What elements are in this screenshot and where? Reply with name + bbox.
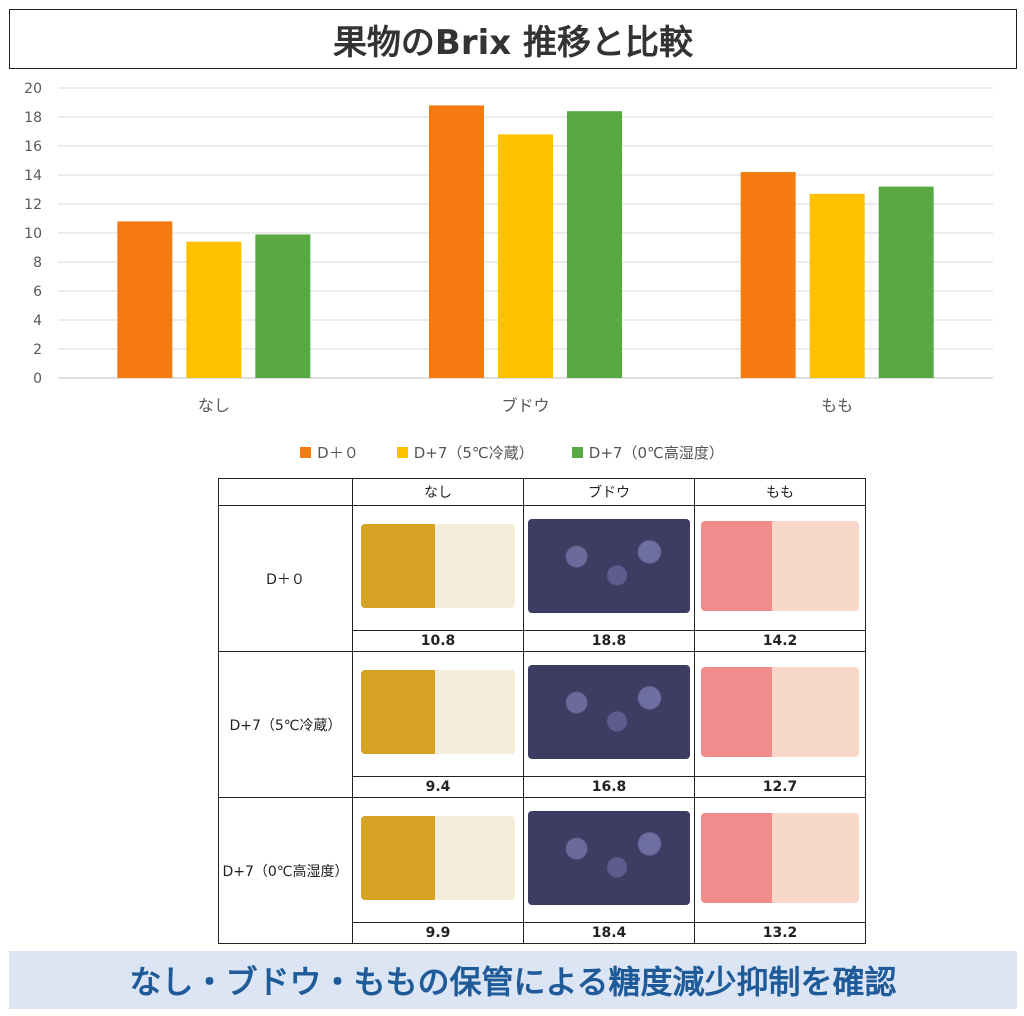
row-header: D+7（5℃冷蔵） bbox=[218, 651, 353, 798]
peach-photo bbox=[694, 797, 866, 923]
photo-comparison-table: なし ブドウ もも D＋０ 10.8 18.8 14.2 D+7（5℃冷蔵） 9… bbox=[218, 478, 866, 944]
peach-photo bbox=[694, 651, 866, 777]
y-tick-label: 2 bbox=[33, 342, 42, 358]
pear-photo bbox=[352, 651, 524, 777]
bar bbox=[255, 234, 311, 378]
bar bbox=[878, 186, 934, 378]
bar bbox=[567, 111, 622, 378]
legend-swatch bbox=[571, 447, 583, 458]
peach-photo bbox=[694, 505, 866, 631]
pear-photo bbox=[352, 505, 524, 631]
legend-item: D+7（0℃高湿度） bbox=[571, 442, 724, 463]
brix-value: 9.9 bbox=[352, 922, 524, 944]
bar bbox=[429, 105, 484, 379]
y-tick-label: 6 bbox=[33, 284, 42, 300]
x-tick-label: ブドウ bbox=[501, 396, 549, 415]
column-header: もも bbox=[694, 478, 866, 506]
table-value-row: 9.9 18.4 13.2 bbox=[219, 922, 866, 944]
table-corner-cell bbox=[218, 478, 353, 506]
brix-value: 13.2 bbox=[694, 922, 866, 944]
conclusion-banner: なし・ブドウ・ももの保管による糖度減少抑制を確認 bbox=[9, 951, 1017, 1009]
brix-value: 18.4 bbox=[523, 922, 695, 944]
y-tick-label: 18 bbox=[24, 110, 42, 126]
y-tick-label: 4 bbox=[33, 313, 42, 329]
bar bbox=[809, 193, 865, 378]
row-header: D＋０ bbox=[218, 505, 353, 652]
table-row: D+7（5℃冷蔵） bbox=[218, 651, 866, 798]
y-tick-label: 12 bbox=[24, 197, 42, 213]
brix-value: 10.8 bbox=[352, 630, 524, 652]
column-header: ブドウ bbox=[523, 478, 695, 506]
brix-value: 18.8 bbox=[523, 630, 695, 652]
table-row: D＋０ bbox=[218, 505, 866, 652]
legend-swatch bbox=[396, 447, 408, 458]
legend-item: D＋０ bbox=[300, 442, 359, 463]
bar bbox=[186, 241, 242, 378]
y-tick-label: 8 bbox=[33, 255, 42, 271]
grape-photo bbox=[523, 797, 695, 923]
legend-swatch bbox=[300, 447, 312, 458]
y-tick-label: 10 bbox=[24, 226, 42, 242]
grape-photo bbox=[523, 651, 695, 777]
y-tick-label: 14 bbox=[24, 168, 42, 184]
column-header: なし bbox=[352, 478, 524, 506]
legend-label: D＋０ bbox=[317, 444, 359, 462]
brix-value: 14.2 bbox=[694, 630, 866, 652]
table-value-row: 10.8 18.8 14.2 bbox=[219, 630, 866, 652]
x-tick-label: なし bbox=[198, 396, 230, 415]
y-tick-label: 0 bbox=[33, 371, 42, 387]
table-header-row: なし ブドウ もも bbox=[218, 478, 866, 506]
brix-bar-chart: 0 2 4 6 8 10 12 14 16 18 20 なし ブドウ もも bbox=[24, 81, 993, 415]
x-tick-label: もも bbox=[821, 396, 853, 415]
bar bbox=[117, 221, 173, 378]
table-row: D+7（0℃高湿度） bbox=[218, 797, 866, 944]
y-tick-label: 20 bbox=[24, 81, 42, 97]
y-tick-label: 16 bbox=[24, 139, 42, 155]
bar bbox=[740, 172, 796, 378]
grape-photo bbox=[523, 505, 695, 631]
legend-label: D+7（0℃高湿度） bbox=[588, 444, 724, 462]
row-header: D+7（0℃高湿度） bbox=[218, 797, 353, 944]
brix-value: 16.8 bbox=[523, 776, 695, 798]
bar bbox=[498, 134, 553, 378]
brix-value: 9.4 bbox=[352, 776, 524, 798]
legend-item: D+7（5℃冷蔵） bbox=[396, 442, 534, 463]
chart-legend: D＋０ D+7（5℃冷蔵） D+7（0℃高湿度） bbox=[0, 442, 1024, 463]
pear-photo bbox=[352, 797, 524, 923]
legend-label: D+7（5℃冷蔵） bbox=[413, 444, 534, 462]
brix-value: 12.7 bbox=[694, 776, 866, 798]
page-title: 果物のBrix 推移と比較 bbox=[9, 9, 1017, 69]
